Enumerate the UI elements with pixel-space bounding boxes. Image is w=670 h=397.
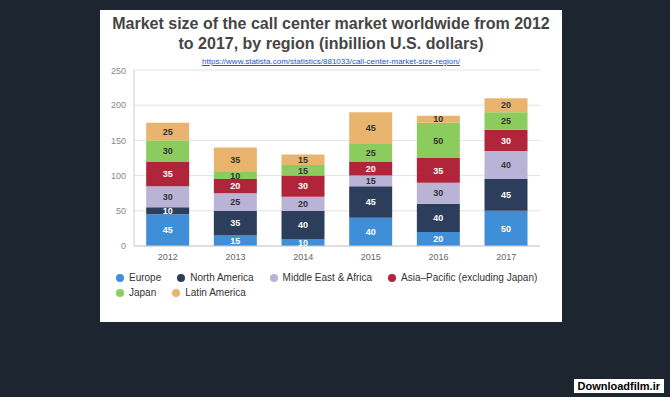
svg-text:25: 25 <box>230 197 240 207</box>
svg-text:45: 45 <box>163 225 173 235</box>
svg-text:40: 40 <box>433 213 443 223</box>
svg-text:2017: 2017 <box>496 252 516 262</box>
svg-text:20: 20 <box>501 100 511 110</box>
html-text:Downloadfilm.ir: Downloadfilm.ir <box>577 380 660 392</box>
svg-text:50: 50 <box>501 224 511 234</box>
svg-text:15: 15 <box>298 166 308 176</box>
svg-text:2015: 2015 <box>361 252 381 262</box>
svg-text:25: 25 <box>163 127 173 137</box>
svg-text:15: 15 <box>298 155 308 165</box>
html-text:Middle East & Africa: Middle East & Africa <box>282 272 373 283</box>
svg-text:25: 25 <box>366 148 376 158</box>
svg-text:0: 0 <box>121 241 126 251</box>
svg-text:50: 50 <box>116 206 126 216</box>
svg-text:25: 25 <box>501 116 511 126</box>
svg-text:200: 200 <box>111 100 126 110</box>
svg-text:45: 45 <box>501 190 511 200</box>
svg-text:20: 20 <box>366 164 376 174</box>
svg-text:2014: 2014 <box>293 252 313 262</box>
svg-text:2012: 2012 <box>158 252 178 262</box>
svg-text:45: 45 <box>366 123 376 133</box>
svg-text:15: 15 <box>230 236 240 246</box>
svg-text:40: 40 <box>298 220 308 230</box>
svg-text:35: 35 <box>163 169 173 179</box>
svg-text:10: 10 <box>433 114 443 124</box>
svg-text:30: 30 <box>433 188 443 198</box>
svg-text:100: 100 <box>111 171 126 181</box>
svg-text:20: 20 <box>230 181 240 191</box>
svg-text:30: 30 <box>501 136 511 146</box>
html-text:Europe: Europe <box>129 272 162 283</box>
svg-text:15: 15 <box>366 176 376 186</box>
svg-text:2016: 2016 <box>428 252 448 262</box>
svg-text:2013: 2013 <box>225 252 245 262</box>
svg-text:35: 35 <box>433 166 443 176</box>
svg-text:40: 40 <box>366 227 376 237</box>
svg-text:10: 10 <box>298 238 308 248</box>
html-text:North America: North America <box>190 272 254 283</box>
svg-text:20: 20 <box>433 234 443 244</box>
html-text:Asia–Pacific (excluding Japan): Asia–Pacific (excluding Japan) <box>401 272 538 283</box>
html-text:Japan: Japan <box>129 287 157 298</box>
svg-text:30: 30 <box>163 146 173 156</box>
svg-text:20: 20 <box>298 199 308 209</box>
svg-text:10: 10 <box>163 206 173 216</box>
svg-text:250: 250 <box>111 66 126 76</box>
svg-text:10: 10 <box>230 171 240 181</box>
svg-text:45: 45 <box>366 197 376 207</box>
svg-text:35: 35 <box>230 155 240 165</box>
svg-text:150: 150 <box>111 136 126 146</box>
svg-text:30: 30 <box>298 181 308 191</box>
svg-text:30: 30 <box>163 192 173 202</box>
html-text:https://www.statista.com/stati: https://www.statista.com/statistics/8810… <box>202 57 460 66</box>
svg-text:40: 40 <box>501 160 511 170</box>
svg-text:35: 35 <box>230 218 240 228</box>
svg-text:50: 50 <box>433 136 443 146</box>
html-text:Market size of the call center: Market size of the call center market wo… <box>112 15 550 52</box>
html-text:Latin America: Latin America <box>185 287 246 298</box>
